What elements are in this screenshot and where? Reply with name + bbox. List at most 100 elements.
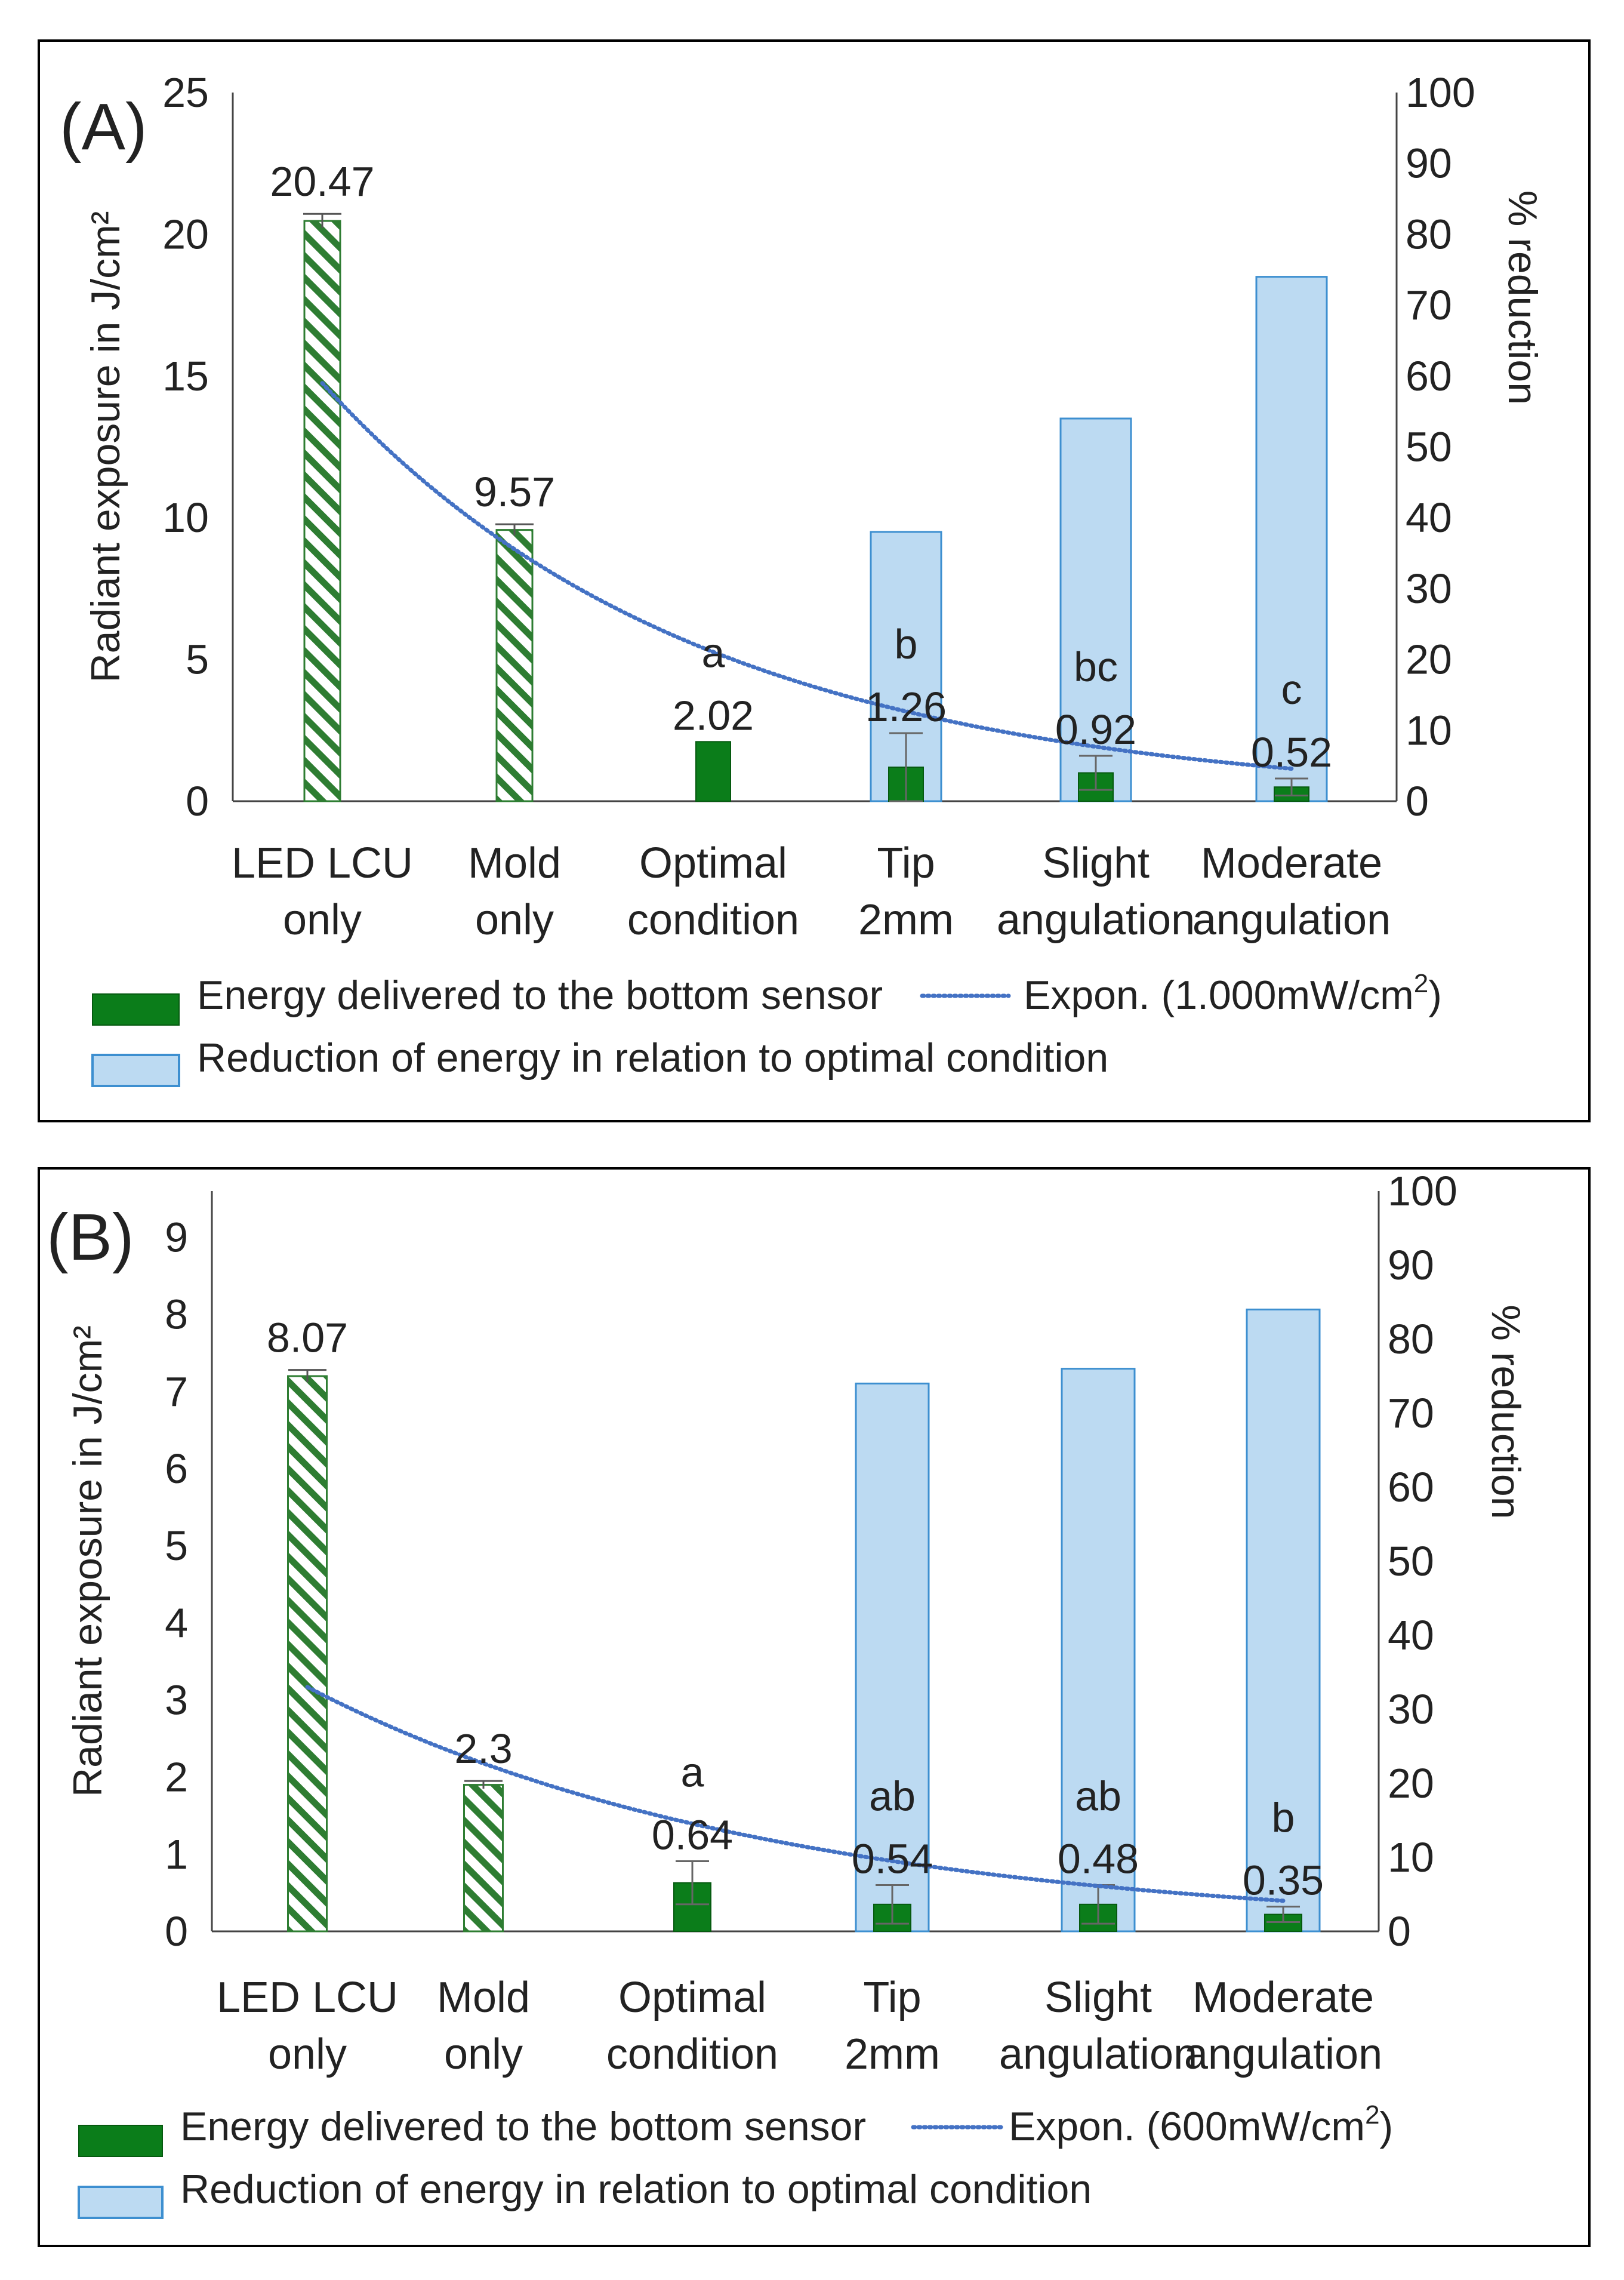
category-label: Moderate [1201,839,1382,887]
y2-tick-label: 60 [1388,1464,1434,1510]
exponential-trendline [305,1685,1286,1903]
reduction-bar [855,1382,930,1933]
significance-letter: b [895,621,918,667]
y2-axis-title: % reduction [1483,1304,1529,1519]
legend-swatch-energy [78,2125,163,2157]
y2-tick-label: 0 [1406,778,1429,824]
y2-axis-title: % reduction [1500,190,1545,405]
panel-a: (A) 0 5 10 15 20 25 0 10 20 30 40 50 60 70 80 90 100 Radia… [38,39,1591,1122]
y-tick-label: 5 [186,636,209,683]
legend-label-trend: Expon. (1.000mW/cm2) [1024,969,1442,1018]
category-label: Mold [468,839,561,887]
y2-tick-label: 20 [1388,1760,1434,1807]
category-label: angulation [999,2030,1197,2078]
legend-swatch-reduction [91,1054,180,1087]
legend-label-reduction: Reduction of energy in relation to optim… [197,1035,1108,1081]
y-tick-label: 4 [165,1599,188,1646]
y2-tick-label: 50 [1406,424,1452,470]
category-label: angulation [1192,896,1391,944]
y-axis-title: Radiant exposure in J/cm² [83,211,128,683]
reduction-bar [1059,417,1132,802]
light-curing-bar [287,1375,328,1933]
y2-tick-label: 90 [1406,140,1452,187]
light-curing-bar [495,529,534,802]
y2-tick-label: 100 [1388,1168,1457,1214]
y2-tick-label: 70 [1388,1390,1434,1436]
category-label: 2mm [858,896,954,944]
light-curing-bar [303,220,341,802]
reduction-bar [1246,1308,1321,1933]
y-tick-label: 5 [165,1522,188,1569]
category-label: condition [627,896,799,944]
value-label: 9.57 [474,469,555,515]
category-label: LED LCU [217,1974,398,2021]
value-label: 0.54 [852,1836,933,1882]
panel-b: (B)01234567890102030405060708090100Radia… [38,1167,1591,2247]
y2-tick-label: 30 [1388,1686,1434,1733]
value-label: 0.48 [1058,1836,1139,1882]
value-label: 0.92 [1055,706,1136,753]
y-tick-label: 8 [165,1291,188,1338]
y-tick-label: 9 [165,1214,188,1261]
y-tick-label: 1 [165,1831,188,1878]
y2-tick-label: 30 [1406,565,1452,612]
panel-frame [38,1167,1591,2247]
y-tick-label: 20 [162,211,209,257]
category-label: Tip [863,1974,921,2021]
y2-tick-label: 80 [1406,211,1452,257]
value-label: 0.35 [1243,1857,1324,1904]
y-tick-label: 15 [162,353,209,399]
y2-tick-label: 0 [1388,1908,1411,1955]
legend: Energy delivered to the bottom sensor Exp… [78,2100,1393,2219]
legend-label-reduction: Reduction of energy in relation to optim… [180,2167,1092,2212]
category-label: Mold [437,1974,530,2021]
category-label: Optimal [618,1974,766,2021]
legend: Energy delivered to the bottom sensor Exp… [91,969,1442,1087]
value-label: 2.3 [454,1725,512,1772]
y-tick-label: 0 [186,778,209,824]
category-label: Optimal [639,839,787,887]
value-label: 0.64 [652,1811,733,1858]
category-label: angulation [997,896,1195,944]
legend-label-trend: Expon. (600mW/cm2) [1009,2100,1393,2149]
category-label: 2mm [845,2030,940,2078]
y2-tick-label: 90 [1388,1242,1434,1288]
y-axis-title: Radiant exposure in J/cm² [65,1325,110,1797]
value-label: 8.07 [267,1315,348,1361]
y-tick-label: 3 [165,1677,188,1724]
category-label: only [268,2030,347,2078]
y2-tick-label: 60 [1406,353,1452,399]
significance-letter: bc [1074,644,1118,690]
legend-label-energy: Energy delivered to the bottom sensor [197,973,883,1018]
reduction-bar [1255,276,1328,802]
legend-swatch-reduction [78,2186,164,2219]
y2-tick-label: 100 [1406,69,1475,116]
value-label: 20.47 [270,158,374,205]
panel-label: (B) [47,1201,134,1274]
category-label: only [444,2030,523,2078]
panel-label: (A) [60,90,147,164]
y2-tick-label: 20 [1406,636,1452,683]
panel-frame [38,39,1591,1122]
y-tick-label: 10 [162,494,209,541]
category-label: Tip [877,839,935,887]
value-label: 2.02 [673,692,754,739]
y2-tick-label: 40 [1406,494,1452,541]
y2-tick-label: 70 [1406,282,1452,328]
y-tick-label: 25 [162,69,209,116]
y2-tick-label: 80 [1388,1316,1434,1362]
significance-letter: b [1272,1795,1295,1841]
value-label: 0.52 [1251,729,1332,776]
exponential-trendline [320,381,1294,771]
light-curing-bar [463,1784,504,1933]
reduction-bar [1061,1368,1136,1933]
y-tick-label: 7 [165,1368,188,1415]
y2-tick-label: 40 [1388,1612,1434,1659]
y2-tick-label: 10 [1406,707,1452,753]
category-label: LED LCU [232,839,413,887]
category-label: Moderate [1192,1974,1374,2021]
significance-letter: c [1281,666,1302,713]
value-label: 1.26 [865,684,947,730]
category-label: only [283,896,362,944]
